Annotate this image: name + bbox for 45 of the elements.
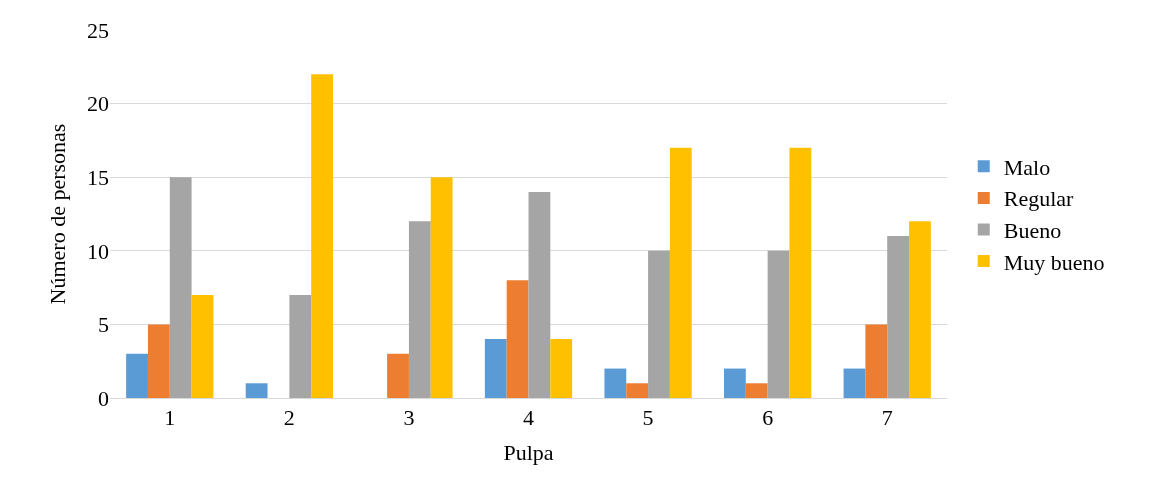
x-axis-title: Pulpa — [503, 440, 554, 466]
x-tick-label: 7 — [881, 405, 893, 431]
bar — [169, 177, 192, 398]
bar — [648, 250, 670, 398]
bar — [191, 294, 214, 398]
bar — [387, 353, 409, 398]
legend-label: Muy bueno — [1003, 249, 1105, 275]
y-tick-label: 20 — [87, 91, 109, 117]
bar — [126, 353, 148, 398]
bar — [408, 221, 431, 398]
x-tick-label: 4 — [523, 405, 534, 431]
y-tick-label: 15 — [87, 164, 109, 190]
bar — [245, 383, 268, 398]
legend-label: Regular — [1003, 186, 1075, 212]
bar — [843, 368, 866, 398]
bar — [604, 368, 627, 398]
y-axis-title: Número de personas — [44, 123, 70, 305]
y-tick-label: 0 — [98, 385, 109, 411]
bar — [289, 294, 312, 398]
bar — [887, 236, 910, 398]
bar — [430, 177, 453, 398]
bar — [909, 221, 931, 398]
bar — [528, 191, 551, 398]
bar — [550, 339, 573, 398]
x-tick-label: 5 — [642, 405, 654, 431]
bar — [724, 368, 746, 398]
bar — [626, 383, 649, 398]
bar — [767, 250, 790, 398]
legend-label: Bueno — [1003, 218, 1062, 244]
x-tick-label: 6 — [762, 405, 774, 431]
legend-label: Malo — [1003, 154, 1051, 180]
x-tick-label: 1 — [164, 405, 176, 431]
bar — [311, 74, 333, 398]
bar — [147, 324, 170, 398]
x-tick-label: 2 — [283, 405, 295, 431]
y-tick-label: 5 — [98, 312, 109, 338]
x-tick-label: 3 — [403, 405, 415, 431]
bar — [745, 383, 768, 398]
bar — [484, 339, 507, 398]
bar — [789, 147, 812, 398]
bar — [669, 147, 692, 398]
bar — [506, 280, 529, 398]
y-tick-label: 25 — [87, 17, 109, 43]
bar — [865, 324, 888, 398]
y-tick-label: 10 — [87, 238, 109, 264]
